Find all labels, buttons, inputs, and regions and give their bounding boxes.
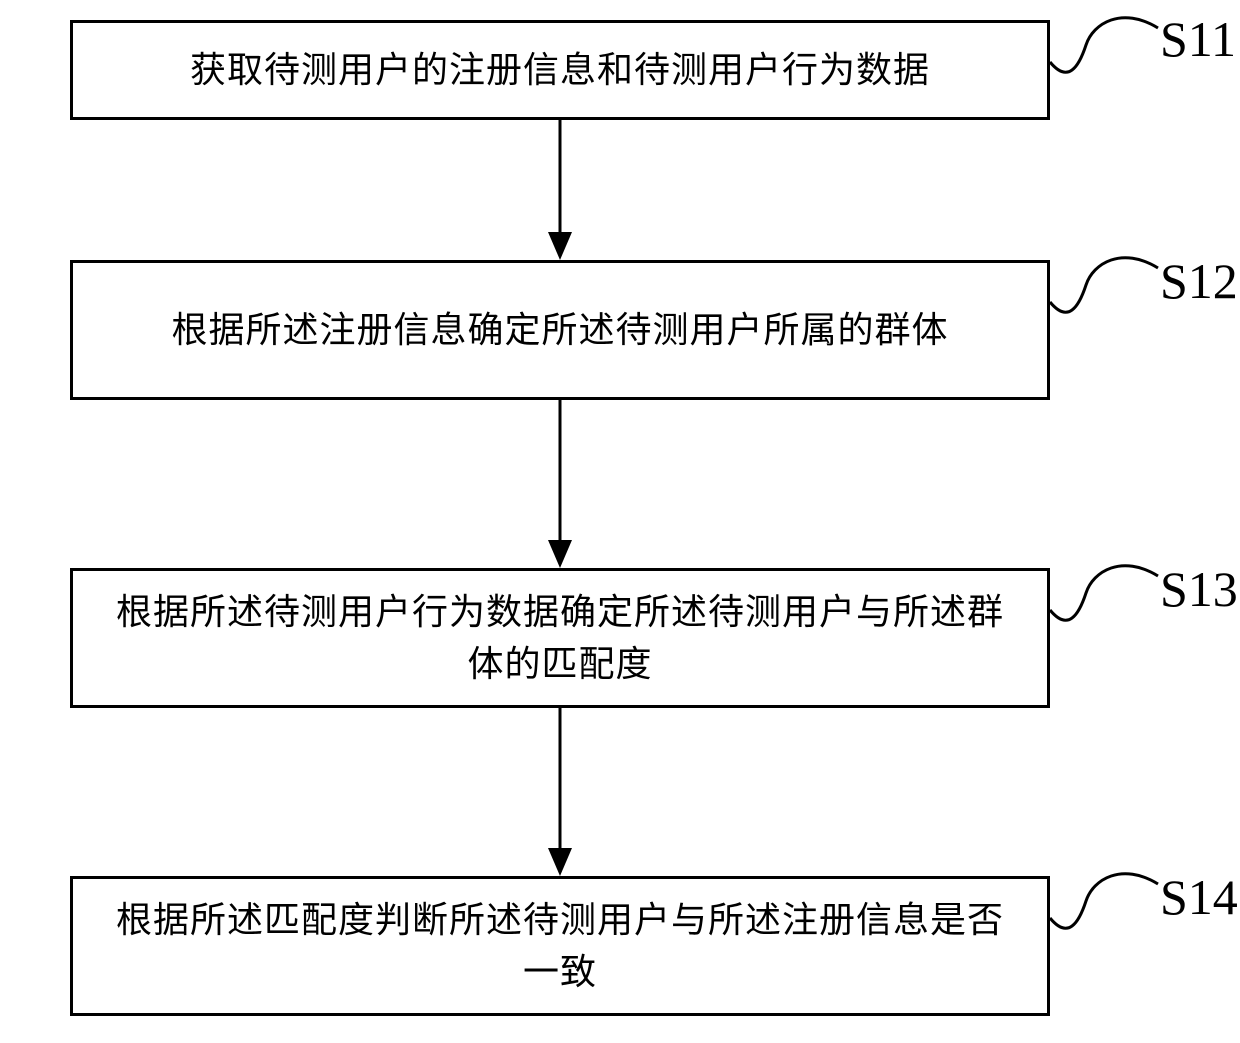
label-connector [1050, 874, 1158, 929]
step-box-s12: 根据所述注册信息确定所述待测用户所属的群体 [70, 260, 1050, 400]
arrow-head [548, 540, 572, 568]
label-connector [1050, 258, 1158, 313]
step-label-s13: S13 [1160, 560, 1238, 618]
label-connector [1050, 566, 1158, 621]
step-box-s13: 根据所述待测用户行为数据确定所述待测用户与所述群体的匹配度 [70, 568, 1050, 708]
label-connector [1050, 18, 1158, 73]
step-label-s12: S12 [1160, 252, 1238, 310]
step-text-s14: 根据所述匹配度判断所述待测用户与所述注册信息是否一致 [103, 894, 1017, 998]
step-box-s11: 获取待测用户的注册信息和待测用户行为数据 [70, 20, 1050, 120]
arrow-head [548, 232, 572, 260]
step-text-s11: 获取待测用户的注册信息和待测用户行为数据 [190, 44, 930, 96]
step-label-s14: S14 [1160, 868, 1238, 926]
step-text-s13: 根据所述待测用户行为数据确定所述待测用户与所述群体的匹配度 [103, 586, 1017, 690]
step-box-s14: 根据所述匹配度判断所述待测用户与所述注册信息是否一致 [70, 876, 1050, 1016]
step-text-s12: 根据所述注册信息确定所述待测用户所属的群体 [171, 304, 948, 356]
arrow-head [548, 848, 572, 876]
step-label-s11: S11 [1160, 10, 1236, 68]
